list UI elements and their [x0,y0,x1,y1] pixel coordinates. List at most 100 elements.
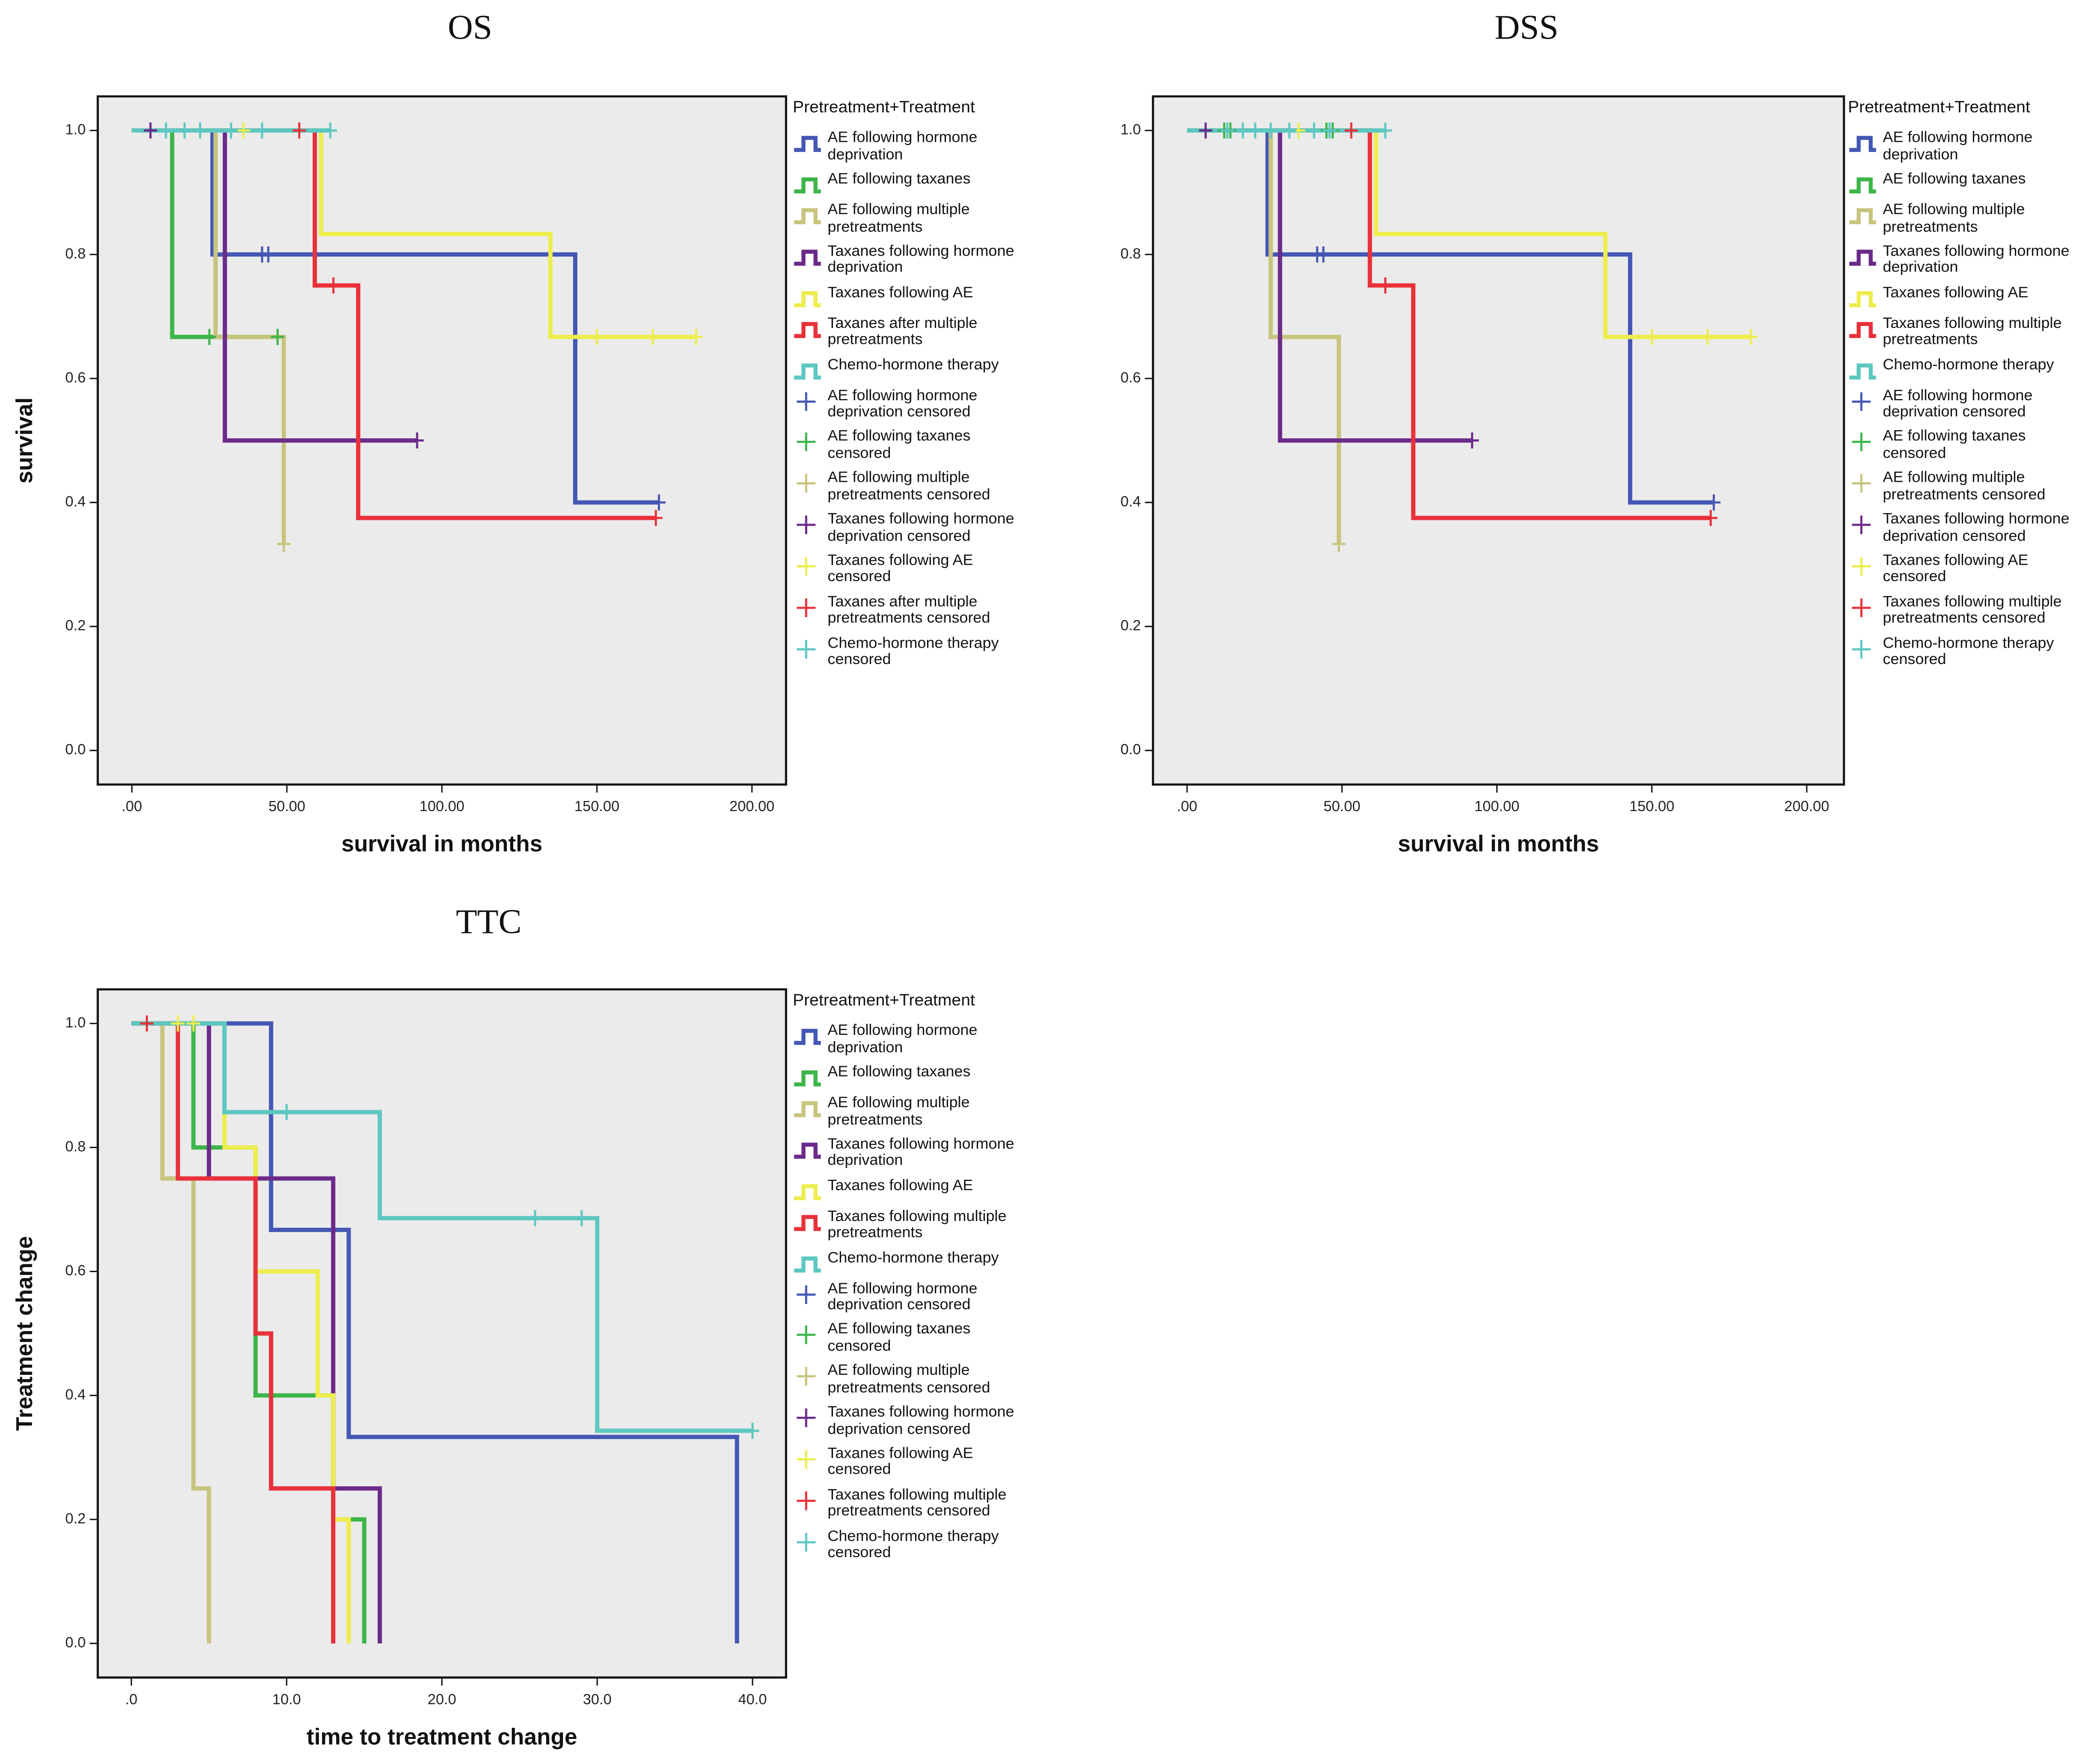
censor-mark [255,122,269,139]
legend-entry: Taxanes following multiple pretreatments [1848,316,2089,349]
legend-label: AE following hormone deprivation [827,130,978,163]
legend-swatch [796,1367,816,1386]
legend-label: Taxanes following AE censored [1883,553,2029,586]
legend-label: Chemo-hormone therapy censored [827,635,999,668]
legend-entry: Chemo-hormone therapy [793,1250,1034,1273]
x-axis-label: survival in months [1398,831,1599,857]
y-tick-label: 1.0 [1120,122,1141,138]
legend-swatch [796,474,816,493]
x-tick-label: 100.00 [420,798,464,814]
legend-icon [1852,433,1871,452]
y-tick-label: 0.2 [65,617,85,634]
legend-icon [1849,322,1876,338]
y-tick-label: 1.0 [65,1014,85,1031]
legend-swatch [796,1285,816,1304]
legend-entry: Chemo-hormone therapy censored [1848,635,2089,668]
legend-icon [794,1029,821,1045]
x-tick-label: .00 [122,798,142,814]
censor-mark [649,510,663,526]
legend-swatch [1849,322,1876,338]
legend-label: Taxanes after multiple pretreatments [827,315,978,349]
censor-mark [410,432,424,449]
legend-label: Taxanes following multiple pretreatments [827,1208,1007,1242]
legend-entry: Taxanes following multiple pretreatments… [1848,594,2089,627]
y-tick-label: 0.6 [1120,369,1141,386]
legend-label: Chemo-hormone therapy [827,357,999,373]
legend-icon [1852,516,1871,534]
legend-label: AE following taxanes [1883,171,2026,188]
chart-title: DSS [1495,8,1558,47]
legend-icon [1849,177,1876,194]
legend-icon [796,1285,816,1304]
legend-swatch [794,1256,821,1272]
legend-entry: Chemo-hormone therapy [1848,357,2089,380]
legend-label: Taxanes following hormone deprivation ce… [827,1404,1014,1438]
legend-entry: Taxanes following hormone deprivation [793,1137,1034,1170]
survival-curve [131,1021,367,1643]
legend-swatch [796,1532,816,1551]
legend-label: AE following multiple pretreatments [827,202,970,235]
x-tick-label: 200.00 [729,798,774,814]
x-tick-label: 50.00 [1324,798,1360,814]
legend-swatch [794,208,821,225]
x-axis-label: survival in months [341,831,543,857]
legend-entry: Chemo-hormone therapy censored [793,1528,1034,1561]
censor-mark [1307,122,1321,139]
legend-swatch [794,1184,821,1200]
y-tick-label: 0.8 [65,1139,85,1155]
y-tick-label: 1.0 [65,122,85,138]
legend-entry: AE following multiple pretreatments [1848,203,2089,236]
legend-swatch [794,1071,821,1087]
censor-mark [1323,122,1337,139]
legend-icon [1852,474,1871,493]
legend-entry: AE following hormone deprivation [793,1023,1034,1057]
y-tick-label: 0.2 [65,1510,85,1527]
censor-mark [1236,122,1250,139]
legend-entry: Taxanes following multiple pretreatments [793,1209,1034,1242]
y-axis-label: survival [12,397,38,483]
censor-mark [224,122,238,139]
legend-swatch [1849,177,1876,194]
legend-label: Taxanes following hormone deprivation [827,1137,1014,1169]
legend-swatch [796,639,816,658]
legend-entry: Taxanes following hormone deprivation ce… [793,512,1034,545]
legend-label: Taxanes following AE [1883,285,2029,301]
legend-swatch [1852,556,1871,576]
legend-swatch [1849,136,1876,153]
y-tick-label: 0.4 [1120,493,1141,510]
x-tick-label: 50.00 [269,798,305,814]
legend-swatch [1849,363,1876,380]
legend-icon [796,1491,816,1510]
censor-mark [277,536,291,552]
legend-swatch [796,433,816,452]
legend-icon [796,598,816,617]
legend-icon [794,177,821,194]
legend-icon [794,249,821,266]
y-tick-label: 0.0 [65,741,85,758]
censor-mark [203,329,216,345]
legend-icon [1852,392,1871,411]
censor-mark [652,494,666,511]
legend-icon [796,556,816,576]
legend-icon [1849,136,1876,153]
censor-mark [292,122,306,139]
censor-mark [1379,122,1393,139]
legend-swatch [796,556,816,576]
legend-icon [794,136,821,153]
legend-entry: Taxanes following hormone deprivation [793,244,1034,277]
legend-entry: Taxanes after multiple pretreatments [793,316,1034,349]
legend-entry: Taxanes following AE [1848,285,2089,308]
legend-label: Chemo-hormone therapy censored [1883,635,2054,668]
legend-box: Pretreatment+Treatment AE following hormo… [793,99,1034,668]
legend-swatch [794,177,821,194]
legend-label: AE following hormone deprivation [827,1023,978,1056]
legend-entry: AE following taxanes [793,1065,1034,1087]
y-tick-label: 0.4 [65,1386,85,1403]
censor-mark [171,1015,185,1032]
legend-icon [1852,598,1871,617]
legend-icon [796,1450,816,1469]
censor-mark [193,122,207,139]
legend-icon [794,1215,821,1231]
legend-label: Taxanes following hormone deprivation [1883,244,2070,277]
